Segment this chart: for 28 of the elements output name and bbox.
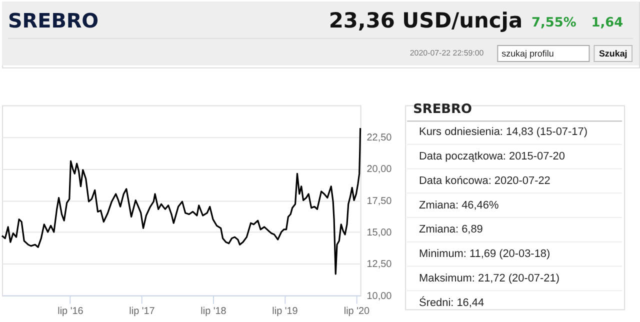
y-tick-label: 10,00: [366, 290, 392, 302]
text: Data początkowa: 2015-07-20: [419, 150, 565, 162]
text: Data końcowa: 2020-07-22: [419, 174, 550, 187]
x-tick-label: lip '18: [200, 306, 227, 317]
y-tick-label: 22,50: [366, 132, 392, 144]
line-series: [1, 127, 362, 275]
text: 23,36 USD/uncja: [328, 8, 523, 33]
text: Szukaj: [598, 48, 628, 58]
text: SREBRO: [8, 10, 99, 33]
text: Zmiana: 46,46%: [419, 199, 499, 212]
text: 2020-07-22 22:59:00: [410, 48, 484, 58]
text: Minimum: 11,69 (20-03-18): [419, 248, 550, 260]
x-tick-label: lip '19: [272, 306, 298, 317]
x-tick-label: lip '17: [129, 306, 156, 317]
text: Maksimum: 21,72 (20-07-21): [419, 272, 560, 284]
text: 7,55%: [532, 16, 576, 31]
text: SREBRO: [413, 102, 472, 118]
y-tick-label: 20,00: [366, 164, 392, 176]
text: 1,64: [591, 16, 624, 31]
x-tick-label: lip '20: [344, 306, 370, 317]
text: Kurs odniesienia: 14,83 (15-07-17): [419, 126, 588, 138]
y-tick-label: 15,00: [366, 227, 392, 238]
text: Zmiana: 6,89: [419, 224, 483, 236]
y-tick-label: 12,50: [366, 259, 392, 270]
text: Średni: 16,44: [419, 296, 484, 309]
x-tick-label: lip '16: [58, 306, 84, 317]
y-tick-label: 17,50: [366, 196, 392, 207]
text: szukaj profilu: [502, 48, 554, 58]
